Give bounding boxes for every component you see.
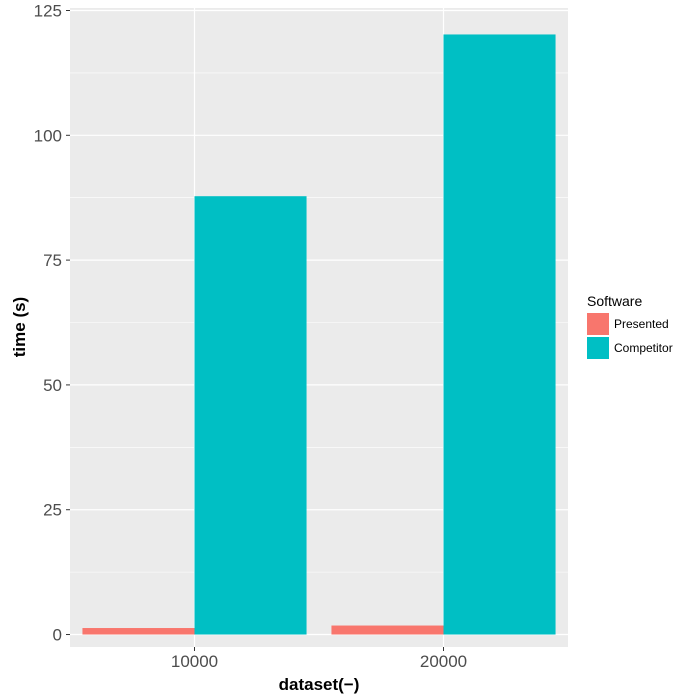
- bar-presented-10000: [82, 628, 195, 635]
- y-tick-label: 125: [34, 1, 62, 20]
- y-tick-label: 100: [34, 126, 62, 145]
- x-axis-title: dataset(−): [279, 675, 360, 694]
- x-tick-label: 20000: [420, 652, 467, 671]
- y-tick-label: 50: [43, 376, 62, 395]
- legend-key-presented: [587, 313, 609, 335]
- x-axis: 10000 20000: [171, 647, 467, 671]
- legend: Software Presented Competitor: [587, 293, 673, 359]
- bar-competitor-20000: [443, 34, 556, 635]
- legend-label-competitor: Competitor: [614, 341, 673, 355]
- x-tick-label: 10000: [171, 652, 218, 671]
- bars: [82, 34, 556, 635]
- y-tick-label: 25: [43, 501, 62, 520]
- y-tick-label: 0: [53, 626, 62, 645]
- y-axis-title: time (s): [10, 297, 29, 357]
- legend-label-presented: Presented: [614, 317, 669, 331]
- legend-key-competitor: [587, 337, 609, 359]
- bar-competitor-10000: [194, 196, 307, 635]
- y-axis: 0 25 50 75 100 125: [34, 1, 70, 645]
- y-tick-label: 75: [43, 251, 62, 270]
- bar-presented-20000: [331, 625, 444, 635]
- legend-title: Software: [587, 293, 642, 309]
